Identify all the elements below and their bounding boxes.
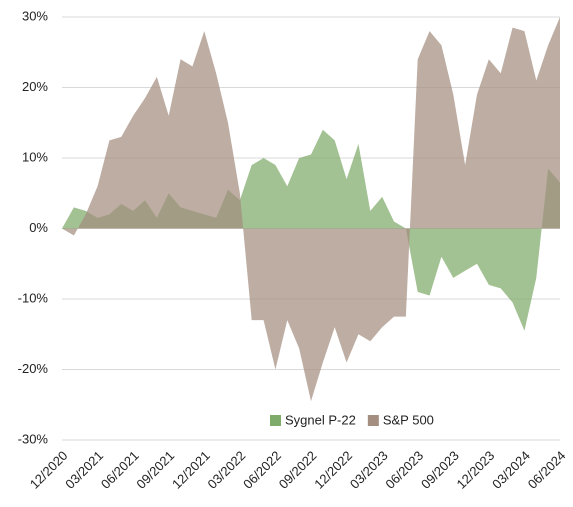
x-tick-label: 09/2022 xyxy=(276,448,320,492)
area xyxy=(62,17,560,402)
y-tick-label: 20% xyxy=(22,79,48,94)
x-tick-label: 06/2022 xyxy=(240,448,284,492)
x-tick-label: 06/2023 xyxy=(382,448,426,492)
y-tick-label: 0% xyxy=(29,220,48,235)
x-tick-label: 06/2024 xyxy=(525,448,569,492)
legend-label: S&P 500 xyxy=(383,412,434,427)
x-tick-label: 09/2023 xyxy=(418,448,462,492)
x-tick-label: 03/2024 xyxy=(489,448,533,492)
legend-swatch xyxy=(367,415,379,426)
x-tick-label: 03/2022 xyxy=(205,448,249,492)
y-tick-label: 30% xyxy=(22,8,48,23)
y-tick-label: -30% xyxy=(18,431,49,446)
x-tick-label: 12/2021 xyxy=(169,448,213,492)
y-tick-label: -10% xyxy=(18,290,49,305)
x-tick-label: 12/2023 xyxy=(454,448,498,492)
legend-item: S&P 500 xyxy=(367,412,434,427)
legend-swatch xyxy=(270,415,281,426)
area xyxy=(62,129,560,331)
legend-item: Sygnel P-22 xyxy=(270,412,356,427)
x-tick-label: 03/2021 xyxy=(62,448,106,492)
x-tick-label: 09/2021 xyxy=(133,448,177,492)
x-tick-label: 12/2022 xyxy=(311,448,355,492)
x-tick-label: 12/2020 xyxy=(27,448,71,492)
y-tick-label: 10% xyxy=(22,149,48,164)
x-tick-label: 03/2023 xyxy=(347,448,391,492)
y-tick-label: -20% xyxy=(18,361,49,376)
x-tick-label: 06/2021 xyxy=(98,448,142,492)
legend-label: Sygnel P-22 xyxy=(285,412,356,427)
